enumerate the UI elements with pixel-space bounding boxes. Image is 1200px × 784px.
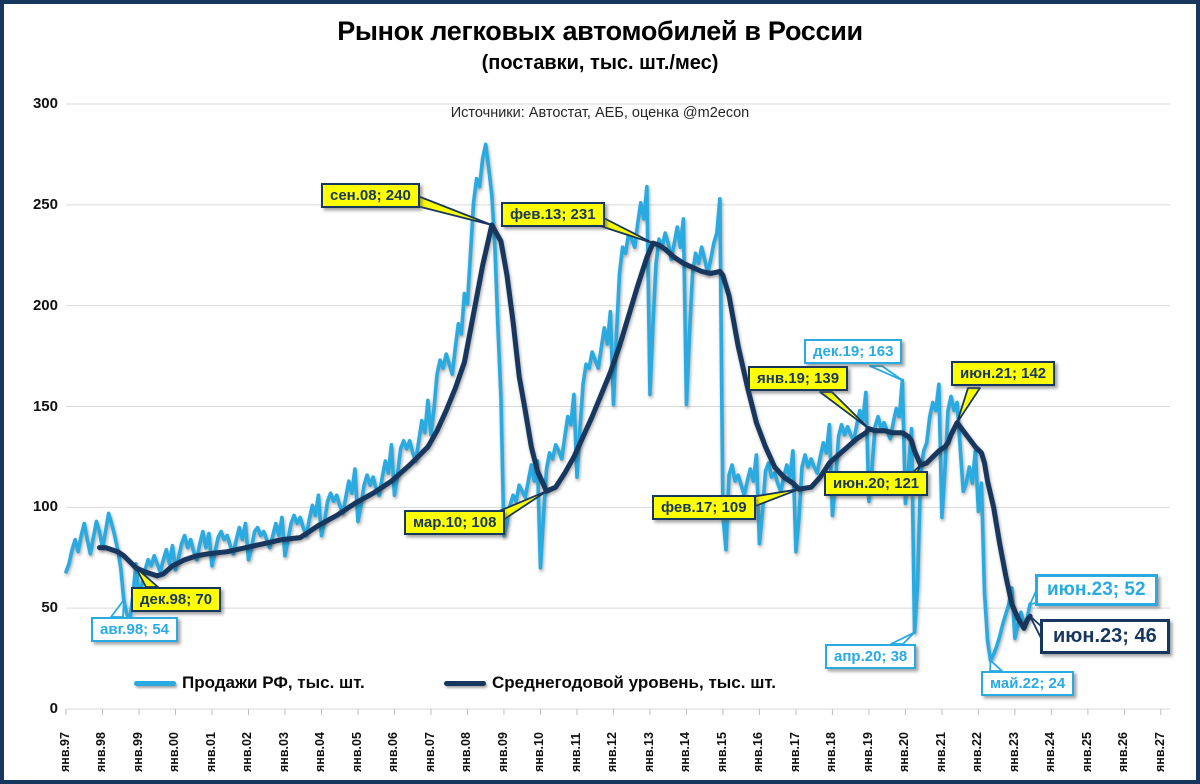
callout-pointer xyxy=(869,365,904,382)
plot-area xyxy=(64,103,1170,715)
x-tick-label: янв.14 xyxy=(678,732,693,772)
x-tick-label: янв.00 xyxy=(167,732,182,772)
y-tick-label: 300 xyxy=(32,95,58,112)
data-label-callout: июн.23; 52 xyxy=(1035,574,1158,606)
data-label-callout: мар.10; 108 xyxy=(404,510,506,536)
y-tick-label: 0 xyxy=(49,700,58,717)
x-tick-label: янв.17 xyxy=(787,732,802,772)
x-tick-label: янв.04 xyxy=(313,732,328,772)
y-tick-label: 200 xyxy=(32,296,58,314)
x-tick-label: янв.98 xyxy=(94,732,109,772)
x-tick-label: янв.05 xyxy=(349,732,364,772)
data-label-callout: фев.17; 109 xyxy=(652,495,756,521)
data-label-callout: июн.20; 121 xyxy=(824,471,929,497)
callout-pointer xyxy=(956,387,981,424)
x-tick-label: янв.13 xyxy=(641,732,656,772)
average-line-swatch xyxy=(444,680,486,686)
x-tick-label: янв.22 xyxy=(970,732,985,772)
data-label-callout: янв.19; 139 xyxy=(748,366,849,392)
x-tick-label: янв.19 xyxy=(860,732,875,772)
callout-pointer xyxy=(989,659,1003,672)
legend-item-average: Среднегодовой уровень, тыс. шт. xyxy=(444,672,776,694)
data-label-callout: июн.21; 142 xyxy=(951,361,1056,387)
callout-pointer xyxy=(890,631,916,645)
x-tick-label: янв.16 xyxy=(751,732,766,772)
x-tick-label: янв.01 xyxy=(203,732,218,772)
x-tick-label: янв.18 xyxy=(824,732,839,772)
chart-source: Источники: Автостат, АЕБ, оценка @m2econ xyxy=(450,105,750,121)
x-tick-label: янв.08 xyxy=(459,732,474,772)
chart-title: Рынок легковых автомобилей в России xyxy=(337,16,863,46)
x-tick-label: янв.97 xyxy=(58,732,72,772)
data-label-callout: май.22; 24 xyxy=(981,671,1075,697)
data-label-callout: фев.13; 231 xyxy=(501,202,605,228)
x-tick-label: янв.12 xyxy=(605,732,620,772)
data-label-callout: авг.98; 54 xyxy=(91,617,179,643)
x-tick-label: янв.24 xyxy=(1043,732,1058,772)
x-tick-label: янв.11 xyxy=(568,732,583,772)
data-label-callout: апр.20; 38 xyxy=(825,644,917,670)
callout-pointer xyxy=(819,391,870,430)
data-label-callout: июн.23; 46 xyxy=(1040,619,1170,654)
x-tick-label: янв.09 xyxy=(495,732,510,772)
legend-label-average: Среднегодовой уровень, тыс. шт. xyxy=(492,673,776,692)
y-tick-label: 50 xyxy=(41,599,58,617)
x-tick-label: янв.27 xyxy=(1152,732,1167,772)
x-tick-label: янв.26 xyxy=(1116,732,1131,772)
x-tick-label: янв.07 xyxy=(422,732,437,772)
x-tick-label: янв.15 xyxy=(714,732,729,772)
x-tick-label: янв.20 xyxy=(897,732,912,772)
sales-line-swatch xyxy=(134,680,176,686)
y-tick-label: 250 xyxy=(32,195,58,213)
x-tick-label: янв.99 xyxy=(130,732,145,772)
chart-subtitle: (поставки, тыс. шт./мес) xyxy=(481,52,719,74)
x-tick-label: янв.25 xyxy=(1079,732,1094,772)
y-tick-label: 150 xyxy=(32,397,58,415)
data-label-callout: дек.19; 163 xyxy=(804,339,903,365)
x-tick-label: янв.02 xyxy=(240,732,255,772)
legend-label-sales: Продажи РФ, тыс. шт. xyxy=(182,673,365,692)
x-tick-label: янв.03 xyxy=(276,732,291,772)
x-tick-label: янв.06 xyxy=(386,732,401,772)
x-tick-label: янв.21 xyxy=(933,732,948,772)
legend-item-sales: Продажи РФ, тыс. шт. xyxy=(134,672,365,694)
average-line xyxy=(96,222,1033,631)
data-label-callout: дек.98; 70 xyxy=(131,587,222,613)
x-tick-label: янв.23 xyxy=(1006,732,1021,772)
data-label-callout: сен.08; 240 xyxy=(321,183,420,209)
x-tick-label: янв.10 xyxy=(532,732,547,772)
y-tick-label: 100 xyxy=(32,498,58,516)
